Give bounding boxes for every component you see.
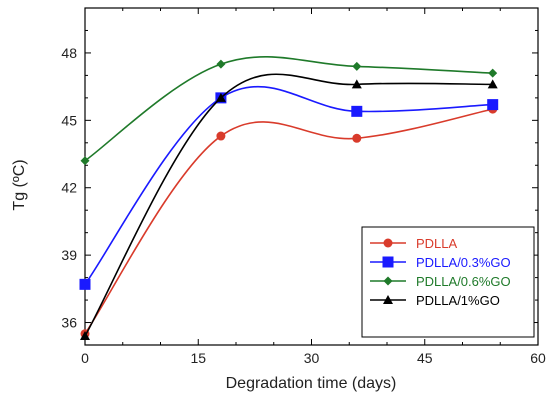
series-3 — [80, 73, 498, 341]
legend-label: PDLLA/1%GO — [416, 293, 500, 308]
series-2 — [80, 56, 498, 166]
legend-label: PDLLA/0.6%GO — [416, 274, 511, 289]
data-point — [352, 61, 362, 71]
y-axis-title: Tg (ºC) — [11, 159, 28, 210]
series-line — [84, 73, 493, 337]
x-tick-label: 15 — [190, 350, 206, 366]
data-point — [80, 331, 90, 341]
data-point — [79, 278, 91, 290]
data-point — [352, 133, 362, 143]
series-line — [84, 108, 493, 335]
x-tick-label: 30 — [304, 350, 320, 366]
y-tick-label: 39 — [61, 247, 77, 263]
legend-swatch-marker — [383, 276, 393, 286]
plot-area: 0 15 30 45 60 36 39 42 45 48 — [61, 7, 546, 366]
series-line — [84, 85, 493, 285]
data-point — [488, 68, 498, 78]
y-tick-label: 42 — [61, 180, 77, 196]
legend-label: PDLLA/0.3%GO — [416, 255, 511, 270]
y-tick-label: 48 — [61, 45, 77, 61]
data-point — [216, 131, 226, 141]
x-tick-label: 45 — [417, 350, 433, 366]
data-point — [487, 79, 498, 89]
data-point — [216, 59, 226, 69]
data-point — [351, 105, 363, 117]
data-point — [215, 92, 226, 102]
y-tick-label: 45 — [61, 112, 77, 128]
legend-swatch-marker — [383, 238, 393, 248]
x-tick-label: 60 — [530, 350, 546, 366]
legend-swatch-marker — [383, 295, 393, 304]
data-point — [351, 79, 362, 89]
data-point — [80, 156, 90, 166]
legend: PDLLA PDLLA/0.3%GO PDLLA/0.6%GO PDLLA/1%GO — [361, 226, 535, 338]
data-point — [487, 99, 499, 111]
x-axis-title: Degradation time (days) — [226, 375, 397, 392]
legend-label: PDLLA — [416, 236, 458, 251]
legend-swatch-marker — [382, 256, 394, 268]
y-tick-label: 36 — [61, 315, 77, 331]
x-tick-label: 0 — [81, 350, 89, 366]
series-line — [84, 56, 493, 162]
